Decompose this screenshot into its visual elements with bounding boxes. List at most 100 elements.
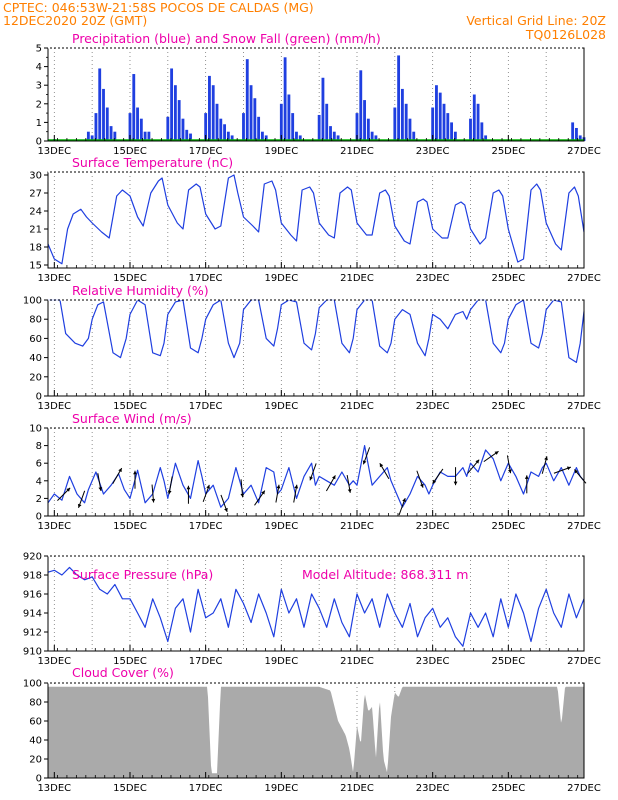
y-tick-label: 916 [23,590,42,601]
x-tick-label: 23DEC [416,273,450,284]
x-tick-label: 17DEC [189,401,223,412]
panel-wind: 0 2 4 6 8 10 13DEC 15DEC 17DEC 19DEC 21DEC 23DEC 25D… [29,411,601,532]
x-tick-label: 23DEC [416,656,450,667]
pressure-series-line [47,566,585,647]
wind-arrow-head [309,476,314,481]
y-tick-label: 20 [29,372,42,383]
precip-bar [412,131,416,141]
precip-bar [102,88,105,141]
precip-bar [476,103,480,141]
wind-arrow-head [574,469,579,474]
x-tick-label: 15DEC [113,273,147,284]
y-tick-label: 0 [36,774,42,785]
x-tick-label: 19DEC [264,401,298,412]
precip-bar [279,103,283,141]
precip-bar [397,55,401,141]
wind-arrow-head [331,475,336,480]
x-tick-label: 13DEC [37,783,71,794]
precip-bar [438,92,442,141]
wind-arrow-head [494,451,499,455]
panel-precip: 0 1 2 3 4 5 13DEC 15DEC 17DEC 19DEC 21DEC 23DEC 25DE… [36,31,601,157]
precip-bar [321,77,325,141]
model-altitude: Model Altitude: 868.311 m [302,567,468,582]
precip-bar [230,135,234,141]
wind-arrow [541,456,548,474]
precip-bar [355,113,359,141]
wind-arrow [524,475,529,494]
precip-bar [404,103,408,141]
wind-arrow [483,450,499,463]
wind-arrow-head [167,490,172,495]
precip-bar [472,94,476,141]
x-tick-label: 23DEC [416,521,450,532]
wind-arrow [467,459,480,474]
y-tick-label: 60 [29,334,42,345]
precip-bar [453,131,457,141]
header-datetime: 12DEC2020 20Z (GMT) [3,13,147,28]
x-tick-label: 27DEC [567,656,601,667]
precip-bar [393,107,397,141]
x-tick-label: 25DEC [491,273,525,284]
x-tick-label: 17DEC [189,273,223,284]
wind-arrow [220,494,228,513]
y-tick-label: 0 [36,392,42,403]
wind-arrow [506,455,512,474]
x-tick-label: 15DEC [113,401,147,412]
x-tick-label: 27DEC [567,273,601,284]
precip-bar [94,113,98,141]
y-tick-label: 10 [29,424,42,435]
precip-bar [242,113,245,141]
y-tick-label: 30 [29,171,42,182]
y-tick-label: 2 [36,99,42,110]
wind-arrow-head [566,466,571,471]
x-tick-label: 21DEC [340,401,374,412]
x-tick-label: 13DEC [37,146,71,157]
wind-arrow [453,467,458,486]
wind-arrow [57,487,71,501]
precip-bar [359,70,363,141]
wind-arrow-head [186,485,191,490]
panel-title-rh: Relative Humidity (%) [72,283,209,298]
x-tick-label: 13DEC [37,521,71,532]
wind-arrow-head [524,475,529,479]
x-tick-label: 17DEC [189,783,223,794]
wind-arrow-head [240,493,245,498]
wind-arrow [167,476,173,495]
x-tick-label: 17DEC [189,656,223,667]
precip-bar [435,85,438,141]
panel-title-temp: Surface Temperature (nC) [72,155,233,170]
panel-cloud: 0 20 40 60 80 100 13DEC 15DEC 17DEC 19DEC 21DEC 23D… [23,665,601,794]
y-tick-label: 15 [29,261,42,272]
x-tick-label: 25DEC [491,783,525,794]
y-tick-label: 20 [29,755,42,766]
panel-title-precip: Precipitation (blue) and Snow Fall (gree… [72,31,381,46]
panel-pressure: 910 912 914 916 918 920 13DEC 15DEC 17DEC 19DEC 21… [23,552,601,668]
x-tick-label: 19DEC [264,783,298,794]
precip-bar [370,131,374,141]
wind-arrow [398,497,406,516]
x-tick-label: 27DEC [567,521,601,532]
x-tick-label: 15DEC [113,146,147,157]
precip-bar [408,118,412,141]
x-tick-label: 17DEC [189,521,223,532]
panel-frame [47,427,585,517]
precip-bar [128,113,132,141]
wind-arrow [202,484,210,502]
panels-group: 0 1 2 3 4 5 13DEC 15DEC 17DEC 19DEC 21DEC 23DEC 25DE… [23,31,601,794]
precip-bar [366,118,370,141]
wind-arrow-head [402,498,406,503]
precip-bar [105,107,109,141]
y-tick-label: 1 [36,118,42,129]
y-tick-label: 914 [23,609,42,620]
precip-bar [173,85,177,141]
precip-bar [575,127,578,141]
wind-arrow-head [294,484,299,489]
precip-bar [571,122,575,141]
header-model-id: TQ0126L028 [525,27,606,42]
x-tick-label: 19DEC [264,146,298,157]
x-tick-label: 23DEC [416,146,450,157]
wind-arrow-head [206,484,210,489]
x-tick-label: 17DEC [189,146,223,157]
y-tick-label: 18 [29,243,42,254]
